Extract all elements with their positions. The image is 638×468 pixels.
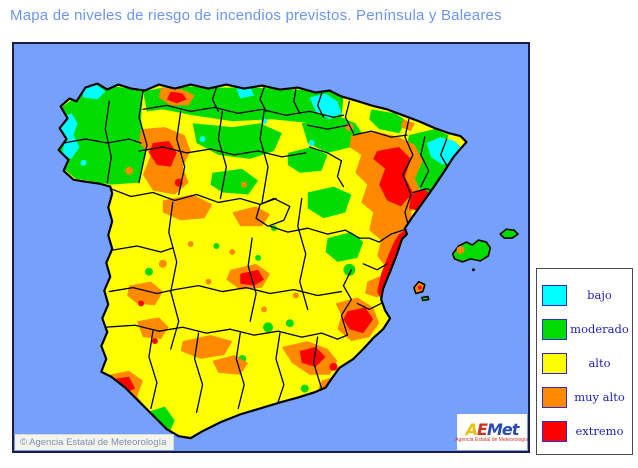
aemet-logo-letter-e: E <box>477 419 488 439</box>
legend-swatch-bajo <box>542 284 567 306</box>
risk-legend: bajo moderado alto muy alto extremo <box>536 268 633 455</box>
legend-item-alto: alto <box>537 346 632 380</box>
balearic-islands <box>413 228 519 302</box>
spain-map-svg <box>14 44 528 451</box>
legend-item-moderado: moderado <box>537 312 632 346</box>
legend-item-extremo: extremo <box>537 414 632 448</box>
spain-map-canvas: © Agencia Estatal de Meteorología AEMet … <box>12 42 530 453</box>
legend-item-bajo: bajo <box>537 278 632 312</box>
aemet-logo-letter-a: A <box>465 419 478 439</box>
island-formentera <box>421 295 430 302</box>
island-menorca <box>499 228 519 239</box>
legend-swatch-muy-alto <box>542 386 567 408</box>
island-mallorca <box>451 239 492 263</box>
aemet-logo: AEMet Agencia Estatal de Meteorología <box>455 414 529 450</box>
coastline <box>57 82 468 440</box>
province-borders <box>62 86 450 414</box>
legend-swatch-alto <box>542 352 567 374</box>
aemet-logo-subtext: Agencia Estatal de Meteorología <box>455 436 529 443</box>
legend-item-muy-alto: muy alto <box>537 380 632 414</box>
legend-swatch-moderado <box>542 318 567 340</box>
aemet-logo-word: AEMet <box>465 419 520 439</box>
page-title: Mapa de niveles de riesgo de incendios p… <box>10 7 502 24</box>
legend-swatch-extremo <box>542 420 567 442</box>
aemet-logo-letters-met: Met <box>486 419 519 439</box>
legend-label-muy-alto: muy alto <box>574 390 625 404</box>
legend-label-alto: alto <box>588 356 611 370</box>
island-cabrera <box>471 268 475 272</box>
legend-label-moderado: moderado <box>570 322 629 336</box>
legend-label-bajo: bajo <box>587 288 612 302</box>
copyright-notice: © Agencia Estatal de Meteorología <box>15 434 175 450</box>
legend-label-extremo: extremo <box>575 424 624 438</box>
